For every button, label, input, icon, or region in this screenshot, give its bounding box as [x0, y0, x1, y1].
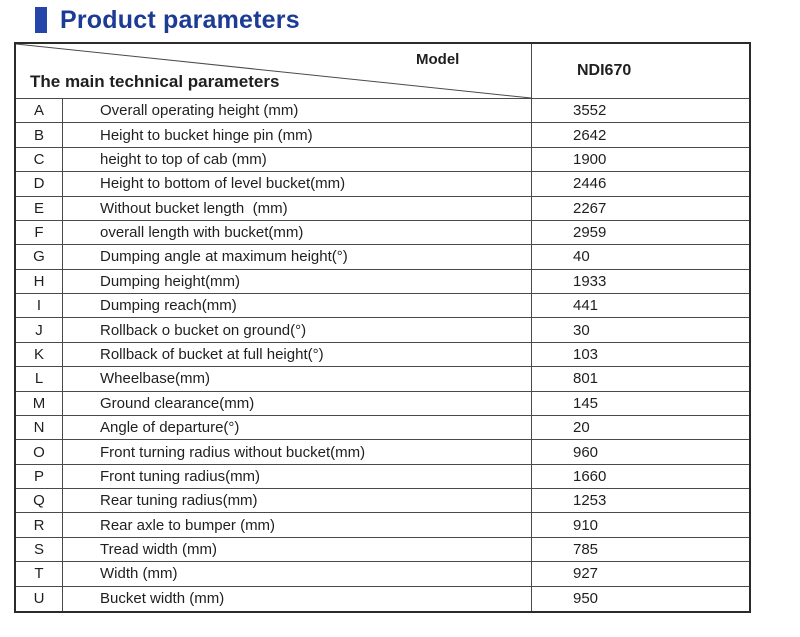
row-value: 2959: [573, 224, 607, 242]
row-key: T: [16, 562, 63, 586]
row-key: H: [16, 269, 63, 294]
row-value: 785: [573, 541, 599, 559]
table-row: A Overall operating height (mm) 3552: [16, 99, 749, 124]
row-value: 145: [573, 394, 599, 412]
row-key: Q: [16, 489, 63, 513]
row-value: 1660: [573, 467, 607, 485]
row-value: 441: [573, 297, 599, 315]
row-key: P: [16, 464, 63, 489]
row-parameter-label: Bucket width (mm): [63, 586, 532, 611]
row-key: L: [16, 367, 63, 391]
row-parameter-label: Front tuning radius(mm): [63, 464, 532, 489]
row-parameter-label: Rear tuning radius(mm): [63, 489, 532, 513]
row-value: 950: [573, 590, 599, 608]
title-accent-bar: [35, 7, 47, 33]
header-model-value: NDI670: [577, 62, 632, 79]
row-value: 3552: [573, 102, 607, 120]
row-value: 2446: [573, 175, 607, 193]
row-parameter-label: overall length with bucket(mm): [63, 220, 532, 245]
table-row: D Height to bottom of level bucket(mm) 2…: [16, 172, 749, 197]
row-key: C: [16, 147, 63, 172]
table-row: K Rollback of bucket at full height(°) 1…: [16, 342, 749, 368]
table-header-row: Model The main technical parameters NDI6…: [16, 44, 749, 99]
table-row: M Ground clearance(mm) 145: [16, 391, 749, 416]
row-parameter-label: Without bucket length (mm): [63, 196, 532, 220]
table-row: L Wheelbase(mm) 801: [16, 367, 749, 392]
table-row: T Width (mm) 927: [16, 562, 749, 587]
table-row: C height to top of cab (mm) 1900: [16, 147, 749, 173]
row-value: 30: [573, 321, 590, 339]
row-value: 1933: [573, 272, 607, 290]
row-parameter-label: Angle of departure(°): [63, 415, 532, 440]
table-row: I Dumping reach(mm) 441: [16, 294, 749, 319]
row-key: G: [16, 245, 63, 269]
row-parameter-label: Width (mm): [63, 562, 532, 586]
header-diagonal-cell: Model The main technical parameters: [16, 44, 532, 98]
table-row: G Dumping angle at maximum height(°) 40: [16, 245, 749, 270]
table-row: U Bucket width (mm) 950: [16, 586, 749, 611]
row-value: 1253: [573, 492, 607, 510]
table-row: R Rear axle to bumper (mm) 910: [16, 513, 749, 538]
row-parameter-label: Ground clearance(mm): [63, 391, 532, 415]
row-key: O: [16, 440, 63, 464]
row-key: M: [16, 391, 63, 415]
row-parameter-label: Height to bucket hinge pin (mm): [63, 123, 532, 147]
row-parameter-label: Rear axle to bumper (mm): [63, 513, 532, 537]
row-value: 1900: [573, 150, 607, 168]
table-row: N Angle of departure(°) 20: [16, 415, 749, 441]
row-value: 20: [573, 419, 590, 437]
row-parameter-label: Height to bottom of level bucket(mm): [63, 172, 532, 196]
table-row: J Rollback o bucket on ground(°) 30: [16, 318, 749, 343]
row-key: J: [16, 318, 63, 342]
table-row: B Height to bucket hinge pin (mm) 2642: [16, 123, 749, 148]
row-parameter-label: Overall operating height (mm): [63, 99, 532, 123]
row-key: R: [16, 513, 63, 537]
row-key: B: [16, 123, 63, 147]
row-parameter-label: Dumping angle at maximum height(°): [63, 245, 532, 269]
row-key: U: [16, 586, 63, 611]
row-value: 801: [573, 370, 599, 388]
diagonal-divider-line: [16, 44, 531, 98]
table-row: H Dumping height(mm) 1933: [16, 269, 749, 295]
table-row: P Front tuning radius(mm) 1660: [16, 464, 749, 490]
table-body: A Overall operating height (mm) 3552 B H…: [16, 99, 749, 611]
row-key: I: [16, 294, 63, 318]
row-key: A: [16, 99, 63, 123]
table-row: E Without bucket length (mm) 2267: [16, 196, 749, 221]
header-parameters-label: The main technical parameters: [30, 72, 280, 91]
header-model-label: Model: [416, 51, 460, 68]
row-value: 2642: [573, 126, 607, 144]
row-key: D: [16, 172, 63, 196]
row-key: S: [16, 537, 63, 562]
row-key: E: [16, 196, 63, 220]
row-parameter-label: height to top of cab (mm): [63, 147, 532, 172]
row-value: 927: [573, 565, 599, 583]
row-value: 103: [573, 345, 599, 363]
table-row: O Front turning radius without bucket(mm…: [16, 440, 749, 465]
row-parameter-label: Wheelbase(mm): [63, 367, 532, 391]
row-value: 2267: [573, 199, 607, 217]
row-parameter-label: Front turning radius without bucket(mm): [63, 440, 532, 464]
table-row: Q Rear tuning radius(mm) 1253: [16, 489, 749, 514]
row-value: 40: [573, 248, 590, 266]
row-parameter-label: Dumping height(mm): [63, 269, 532, 294]
table-row: F overall length with bucket(mm) 2959: [16, 220, 749, 246]
page-header: Product parameters: [35, 4, 300, 36]
row-parameter-label: Rollback o bucket on ground(°): [63, 318, 532, 342]
row-parameter-label: Tread width (mm): [63, 537, 532, 562]
table-row: S Tread width (mm) 785: [16, 537, 749, 563]
row-key: F: [16, 220, 63, 245]
row-parameter-label: Rollback of bucket at full height(°): [63, 342, 532, 367]
page-title: Product parameters: [60, 5, 300, 34]
row-value: 960: [573, 443, 599, 461]
row-value: 910: [573, 516, 599, 534]
row-parameter-label: Dumping reach(mm): [63, 294, 532, 318]
spec-table: Model The main technical parameters NDI6…: [14, 42, 751, 613]
row-key: K: [16, 342, 63, 367]
row-key: N: [16, 415, 63, 440]
